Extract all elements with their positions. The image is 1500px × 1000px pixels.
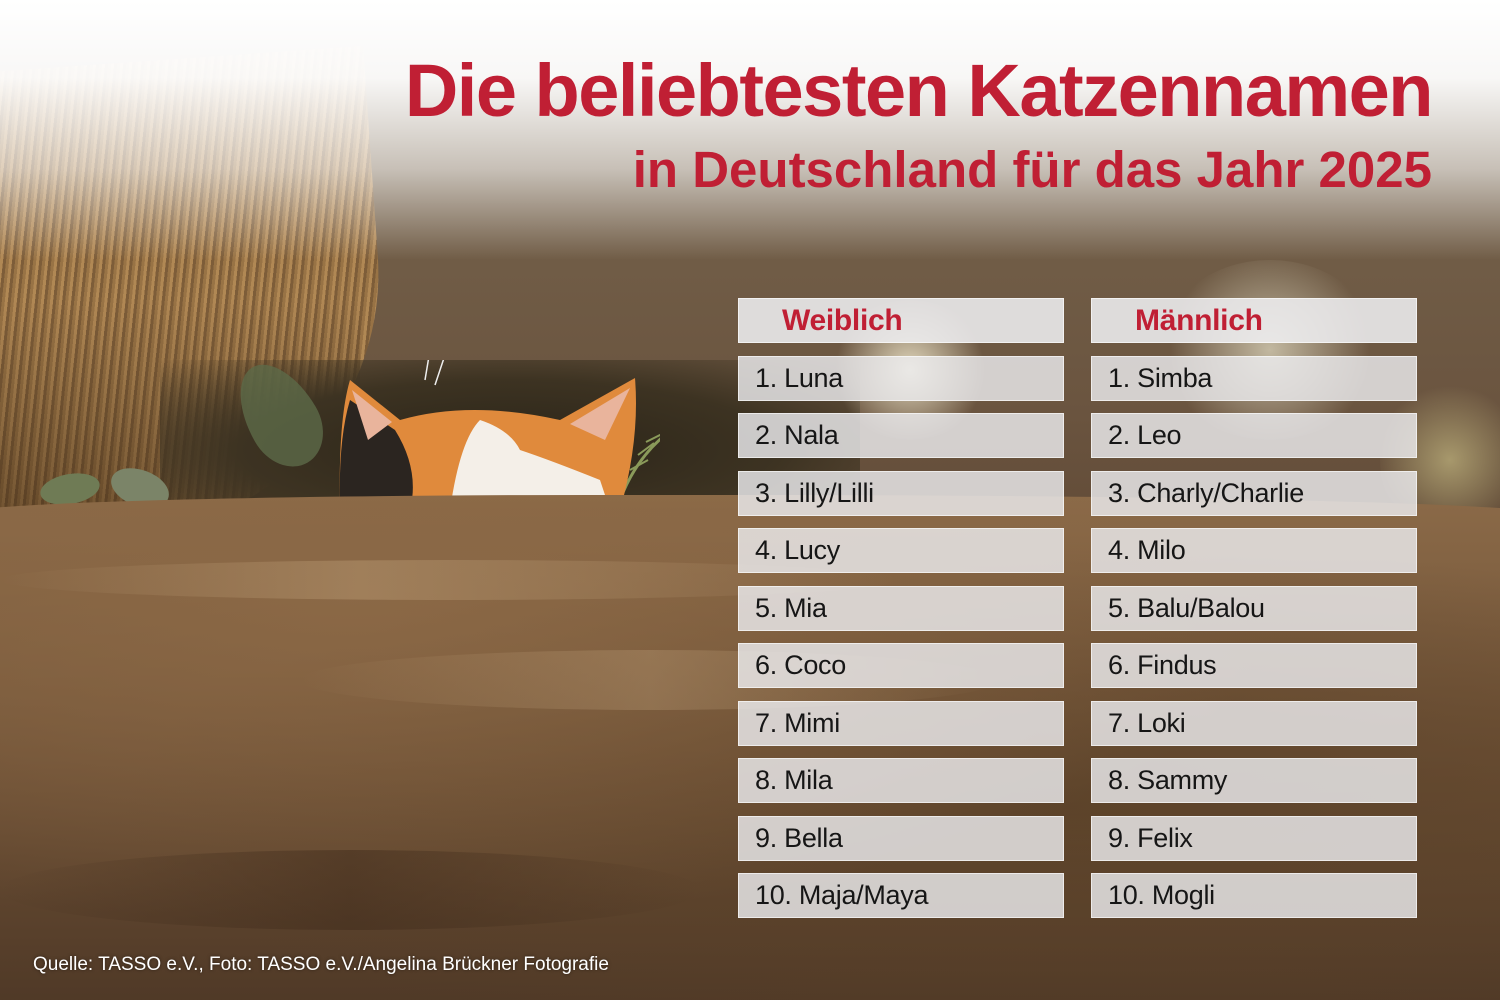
male-name-item: 7. Loki [1091,700,1417,746]
male-name-item: 4. Milo [1091,528,1417,573]
kitten-peeking [339,360,660,512]
female-name-item: 8. Mila [738,758,1064,803]
male-name-item: 8. Sammy [1091,758,1417,803]
female-name-item: 9. Bella [738,815,1064,861]
male-name-item: 3. Charly/Charlie [1091,470,1417,516]
ground-shadow [0,850,700,930]
female-name-item: 6. Coco [738,643,1064,688]
male-name-item: 5. Balu/Balou [1091,585,1417,631]
female-name-item: 1. Luna [738,355,1064,401]
male-name-item: 1. Simba [1091,355,1417,401]
female-name-item: 5. Mia [738,585,1064,631]
male-name-item: 10. Mogli [1091,873,1417,918]
male-name-item: 2. Leo [1091,413,1417,458]
male-name-item: 9. Felix [1091,815,1417,861]
female-name-item: 2. Nala [738,413,1064,458]
male-names-column: Männlich 1. Simba 2. Leo 3. Charly/Charl… [1091,298,1417,931]
white-fade [0,0,1500,260]
bokeh-light [1160,260,1380,440]
female-name-item: 10. Maja/Maya [738,873,1064,918]
male-header: Männlich [1091,298,1417,343]
page-title: Die beliebtesten Katzennamen [404,49,1434,132]
female-name-item: 4. Lucy [738,528,1064,573]
female-name-item: 3. Lilly/Lilli [738,470,1064,516]
female-names-column: Weiblich 1. Luna 2. Nala 3. Lilly/Lilli … [738,298,1064,931]
female-header: Weiblich [738,298,1064,343]
source-credit: Quelle: TASSO e.V., Foto: TASSO e.V./Ang… [33,954,609,975]
page-subtitle: in Deutschland für das Jahr 2025 [632,141,1432,198]
female-name-item: 7. Mimi [738,700,1064,746]
male-name-item: 6. Findus [1091,643,1417,688]
